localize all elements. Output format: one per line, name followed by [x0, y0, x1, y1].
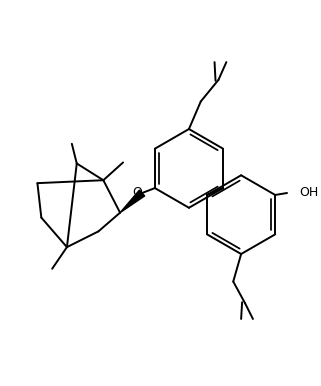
Polygon shape	[120, 190, 145, 213]
Text: O: O	[132, 186, 142, 200]
Text: OH: OH	[299, 186, 318, 200]
